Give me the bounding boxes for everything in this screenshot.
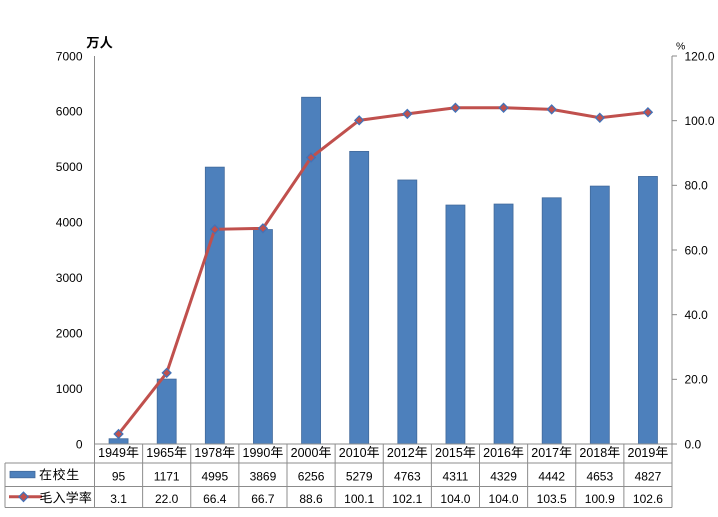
svg-text:7000: 7000 bbox=[56, 49, 83, 63]
svg-text:2018: 2018 bbox=[579, 446, 607, 460]
svg-text:102.1: 102.1 bbox=[392, 492, 422, 506]
svg-text:4995: 4995 bbox=[201, 469, 228, 483]
svg-text:100.0: 100.0 bbox=[685, 114, 715, 128]
svg-text:6000: 6000 bbox=[56, 105, 83, 119]
svg-text:1978: 1978 bbox=[194, 446, 222, 460]
svg-text:66.4: 66.4 bbox=[203, 492, 227, 506]
svg-text:4827: 4827 bbox=[635, 469, 662, 483]
svg-text:2010: 2010 bbox=[339, 446, 367, 460]
svg-text:0.0: 0.0 bbox=[685, 437, 702, 451]
svg-text:3869: 3869 bbox=[250, 469, 277, 483]
svg-text:20.0: 20.0 bbox=[685, 373, 709, 387]
svg-text:3.1: 3.1 bbox=[110, 492, 127, 506]
svg-text:4653: 4653 bbox=[586, 469, 613, 483]
svg-text:4442: 4442 bbox=[538, 469, 565, 483]
svg-text:4763: 4763 bbox=[394, 469, 421, 483]
svg-text:6256: 6256 bbox=[298, 469, 325, 483]
svg-text:1000: 1000 bbox=[56, 382, 83, 396]
svg-text:104.0: 104.0 bbox=[489, 492, 519, 506]
svg-text:100.1: 100.1 bbox=[344, 492, 374, 506]
svg-text:95: 95 bbox=[112, 469, 126, 483]
svg-text:2000: 2000 bbox=[56, 326, 83, 340]
svg-text:2016: 2016 bbox=[483, 446, 511, 460]
svg-text:104.0: 104.0 bbox=[440, 492, 470, 506]
svg-text:80.0: 80.0 bbox=[685, 179, 709, 193]
svg-text:4329: 4329 bbox=[490, 469, 517, 483]
svg-text:120.0: 120.0 bbox=[685, 49, 715, 63]
svg-text:5279: 5279 bbox=[346, 469, 373, 483]
svg-text:4000: 4000 bbox=[56, 216, 83, 230]
svg-text:1949: 1949 bbox=[98, 446, 126, 460]
svg-text:2012: 2012 bbox=[387, 446, 415, 460]
svg-text:4311: 4311 bbox=[443, 469, 469, 483]
svg-text:66.7: 66.7 bbox=[251, 492, 275, 506]
svg-text:60.0: 60.0 bbox=[685, 243, 709, 257]
svg-text:88.6: 88.6 bbox=[299, 492, 323, 506]
svg-text:40.0: 40.0 bbox=[685, 308, 709, 322]
svg-text:5000: 5000 bbox=[56, 160, 83, 174]
svg-text:1990: 1990 bbox=[243, 446, 271, 460]
svg-text:3000: 3000 bbox=[56, 271, 83, 285]
svg-text:103.5: 103.5 bbox=[537, 492, 567, 506]
svg-text:2000: 2000 bbox=[291, 446, 319, 460]
svg-text:%: % bbox=[676, 40, 685, 52]
svg-text:102.6: 102.6 bbox=[633, 492, 663, 506]
svg-text:1171: 1171 bbox=[154, 469, 180, 483]
svg-text:2019: 2019 bbox=[628, 446, 656, 460]
svg-text:2017: 2017 bbox=[531, 446, 559, 460]
svg-text:22.0: 22.0 bbox=[155, 492, 179, 506]
svg-text:0: 0 bbox=[76, 437, 83, 451]
svg-text:100.9: 100.9 bbox=[585, 492, 615, 506]
svg-text:1965: 1965 bbox=[146, 446, 174, 460]
svg-text:2015: 2015 bbox=[435, 446, 463, 460]
